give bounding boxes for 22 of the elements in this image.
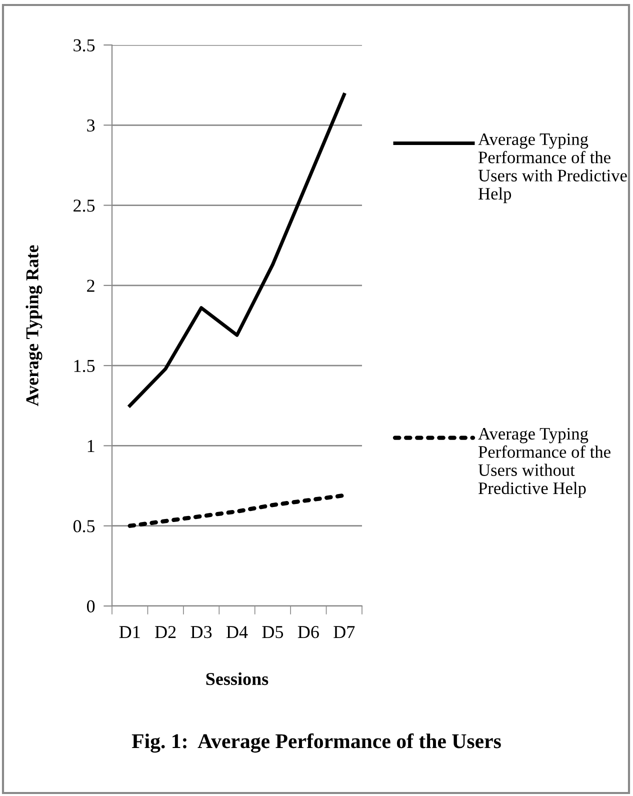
y-tick-label: 2 bbox=[87, 280, 94, 292]
x-tick-label: D3 bbox=[190, 626, 212, 638]
x-tick-label: D7 bbox=[334, 626, 355, 638]
x-axis-title: Sessions bbox=[206, 672, 268, 686]
text: Fig. 1: Average Performance of the Users bbox=[132, 733, 501, 753]
y-axis-title: Average Typing Rate bbox=[26, 245, 42, 406]
y-tick-label: 2.5 bbox=[74, 200, 95, 212]
y-tick-label: 0 bbox=[86, 600, 95, 612]
y-tick-label: 1 bbox=[88, 440, 94, 452]
x-tick-label: D2 bbox=[155, 626, 176, 638]
legend-label: Average Typing Performance of the Users without Predictive Help bbox=[478, 428, 610, 498]
y-tick-label: 3.5 bbox=[74, 39, 95, 52]
x-tick-label: D4 bbox=[226, 626, 248, 638]
x-tick-label: D5 bbox=[262, 626, 284, 638]
y-tick-label: 1.5 bbox=[74, 360, 95, 372]
x-tick-label: D6 bbox=[298, 626, 319, 638]
y-tick-label: 3 bbox=[87, 119, 95, 132]
y-tick-label: 0.5 bbox=[73, 520, 95, 532]
x-tick-label: D1 bbox=[119, 626, 140, 638]
line-series bbox=[128, 92, 346, 408]
legend-label: Average Typing Performance of the Users with Predictive Help bbox=[478, 133, 627, 204]
line-series bbox=[128, 493, 346, 528]
